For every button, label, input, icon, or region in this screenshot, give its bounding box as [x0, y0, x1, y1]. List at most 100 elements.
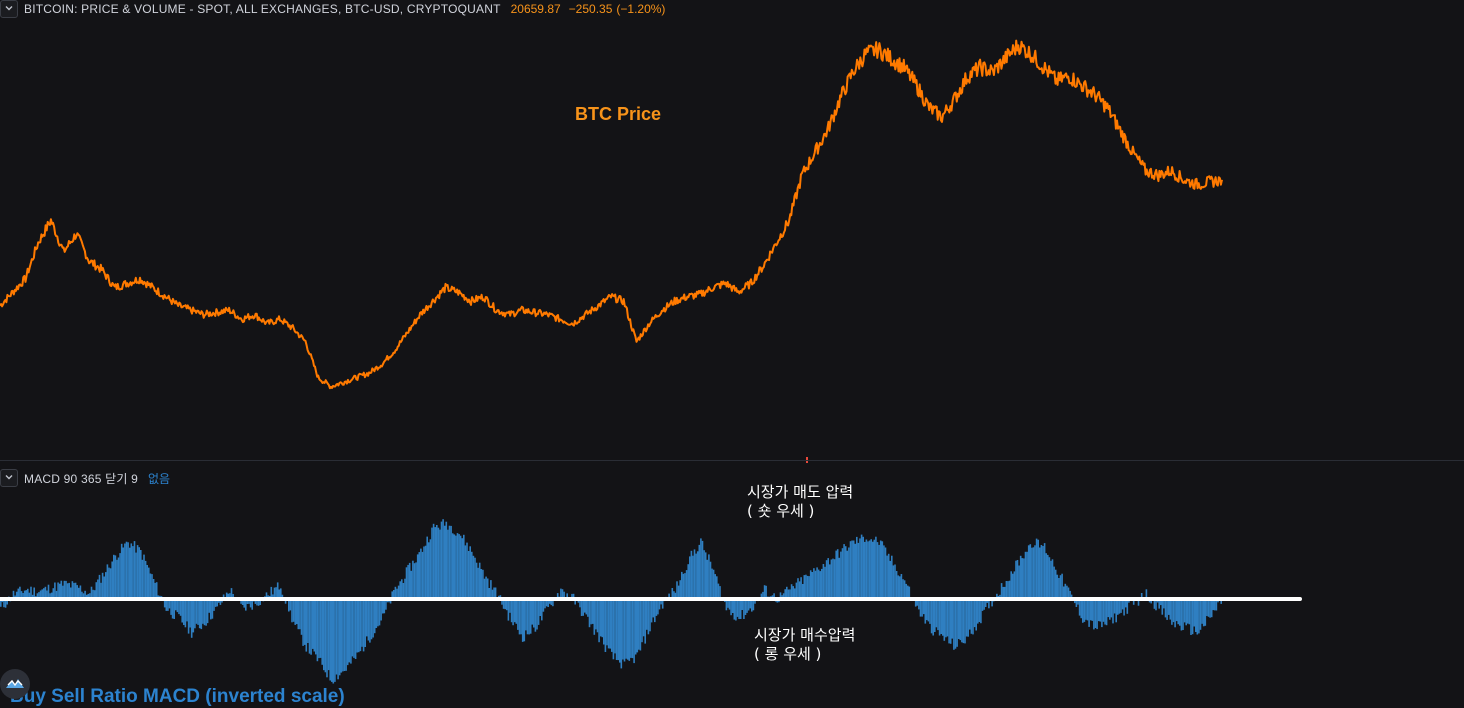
macd-histogram-bar: [434, 527, 436, 599]
macd-histogram-bar: [654, 599, 656, 622]
macd-histogram-bar: [380, 599, 382, 621]
macd-histogram-bar: [293, 599, 295, 622]
macd-histogram-bar: [379, 599, 381, 625]
macd-histogram-bar: [355, 599, 357, 659]
macd-histogram-bar: [827, 558, 829, 599]
macd-histogram-bar: [1006, 581, 1008, 599]
macd-histogram-bar: [934, 599, 936, 632]
macd-histogram-bar: [689, 556, 691, 599]
price-legend: BITCOIN: PRICE & VOLUME - SPOT, ALL EXCH…: [0, 0, 665, 18]
macd-histogram-bar: [1065, 584, 1067, 599]
macd-pane: [0, 519, 1300, 683]
macd-histogram-bar: [1200, 599, 1202, 630]
macd-histogram-bar: [509, 599, 511, 613]
macd-histogram-bar: [699, 545, 701, 599]
macd-histogram-bar: [452, 533, 454, 599]
macd-histogram-bar: [953, 599, 955, 650]
macd-histogram-bar: [590, 599, 592, 624]
macd-histogram-bar: [511, 599, 513, 622]
macd-histogram-bar: [442, 519, 444, 599]
macd-histogram-bar: [936, 599, 938, 627]
macd-histogram-bar: [306, 599, 308, 652]
macd-histogram-bar: [1010, 571, 1012, 599]
macd-histogram-bar: [891, 556, 893, 599]
collapse-toggle-button[interactable]: [0, 469, 18, 487]
macd-histogram-bar: [181, 599, 183, 623]
macd-histogram-bar: [691, 551, 693, 599]
macd-histogram-bar: [536, 599, 538, 630]
macd-histogram-bar: [64, 581, 66, 599]
macd-histogram-bar: [398, 586, 400, 599]
macd-histogram-bar: [482, 570, 484, 599]
macd-histogram-bar: [334, 599, 336, 682]
macd-histogram-bar: [525, 599, 527, 630]
app-logo-button[interactable]: [0, 669, 30, 699]
macd-histogram-bar: [633, 599, 635, 663]
macd-histogram-bar: [886, 556, 888, 599]
macd-histogram-bar: [377, 599, 379, 626]
macd-histogram-bar: [135, 553, 137, 599]
macd-histogram-bar: [1166, 599, 1168, 620]
macd-histogram-bar: [944, 599, 946, 641]
macd-histogram-bar: [325, 599, 327, 672]
macd-histogram-bar: [807, 576, 809, 599]
macd-histogram-bar: [821, 569, 823, 599]
macd-histogram-bar: [1096, 599, 1098, 629]
macd-histogram-bar: [454, 534, 456, 599]
macd-histogram-bar: [929, 599, 931, 624]
macd-histogram-bar: [1111, 599, 1113, 617]
macd-histogram-bar: [522, 599, 524, 642]
macd-histogram-bar: [1192, 599, 1194, 634]
macd-histogram-bar: [586, 599, 588, 614]
collapse-toggle-button[interactable]: [0, 0, 18, 18]
macd-histogram-bar: [829, 564, 831, 599]
macd-histogram-bar: [641, 599, 643, 642]
macd-histogram-bar: [129, 548, 131, 599]
macd-histogram-bar: [202, 599, 204, 624]
macd-histogram-bar: [1203, 599, 1205, 626]
macd-histogram-bar: [96, 582, 98, 599]
chevron-down-icon: [4, 2, 14, 16]
macd-histogram-bar: [718, 584, 720, 599]
macd-histogram-bar: [874, 540, 876, 599]
macd-histogram-bar: [980, 599, 982, 623]
macd-histogram-bar: [1193, 599, 1195, 627]
macd-histogram-bar: [864, 542, 866, 599]
macd-histogram-bar: [368, 599, 370, 641]
macd-histogram-bar: [619, 599, 621, 663]
macd-histogram-bar: [738, 599, 740, 619]
macd-histogram-bar: [476, 563, 478, 599]
macd-histogram-bar: [875, 537, 877, 599]
macd-histogram-bar: [707, 560, 709, 599]
macd-histogram-bar: [205, 599, 207, 626]
macd-histogram-bar: [364, 599, 366, 647]
macd-histogram-bar: [1009, 581, 1011, 599]
macd-histogram-bar: [616, 599, 618, 660]
macd-histogram-bar: [372, 599, 374, 638]
macd-histogram-bar: [902, 579, 904, 599]
macd-histogram-bar: [321, 599, 323, 665]
macd-histogram-bar: [531, 599, 533, 625]
macd-histogram-bar: [469, 546, 471, 599]
macd-histogram-bar: [449, 526, 451, 599]
macd-histogram-bar: [431, 528, 433, 599]
macd-histogram-bar: [643, 599, 645, 636]
macd-histogram-bar: [1084, 599, 1086, 622]
macd-histogram-bar: [447, 530, 449, 599]
macd-histogram-bar: [853, 541, 855, 600]
macd-histogram-bar: [850, 541, 852, 599]
macd-histogram-bar: [384, 599, 386, 613]
macd-histogram-bar: [520, 599, 522, 634]
macd-histogram-bar: [1170, 599, 1172, 620]
macd-histogram-bar: [199, 599, 201, 628]
macd-histogram-bar: [894, 565, 896, 600]
macd-histogram-bar: [409, 563, 411, 599]
macd-histogram-bar: [920, 599, 922, 617]
macd-histogram-bar: [764, 585, 766, 599]
macd-histogram-bar: [116, 560, 118, 599]
macd-histogram-bar: [945, 599, 947, 637]
macd-histogram-bar: [1028, 545, 1030, 599]
macd-histogram-bar: [737, 599, 739, 617]
macd-histogram-bar: [474, 558, 476, 599]
pane-divider[interactable]: [0, 460, 1464, 461]
